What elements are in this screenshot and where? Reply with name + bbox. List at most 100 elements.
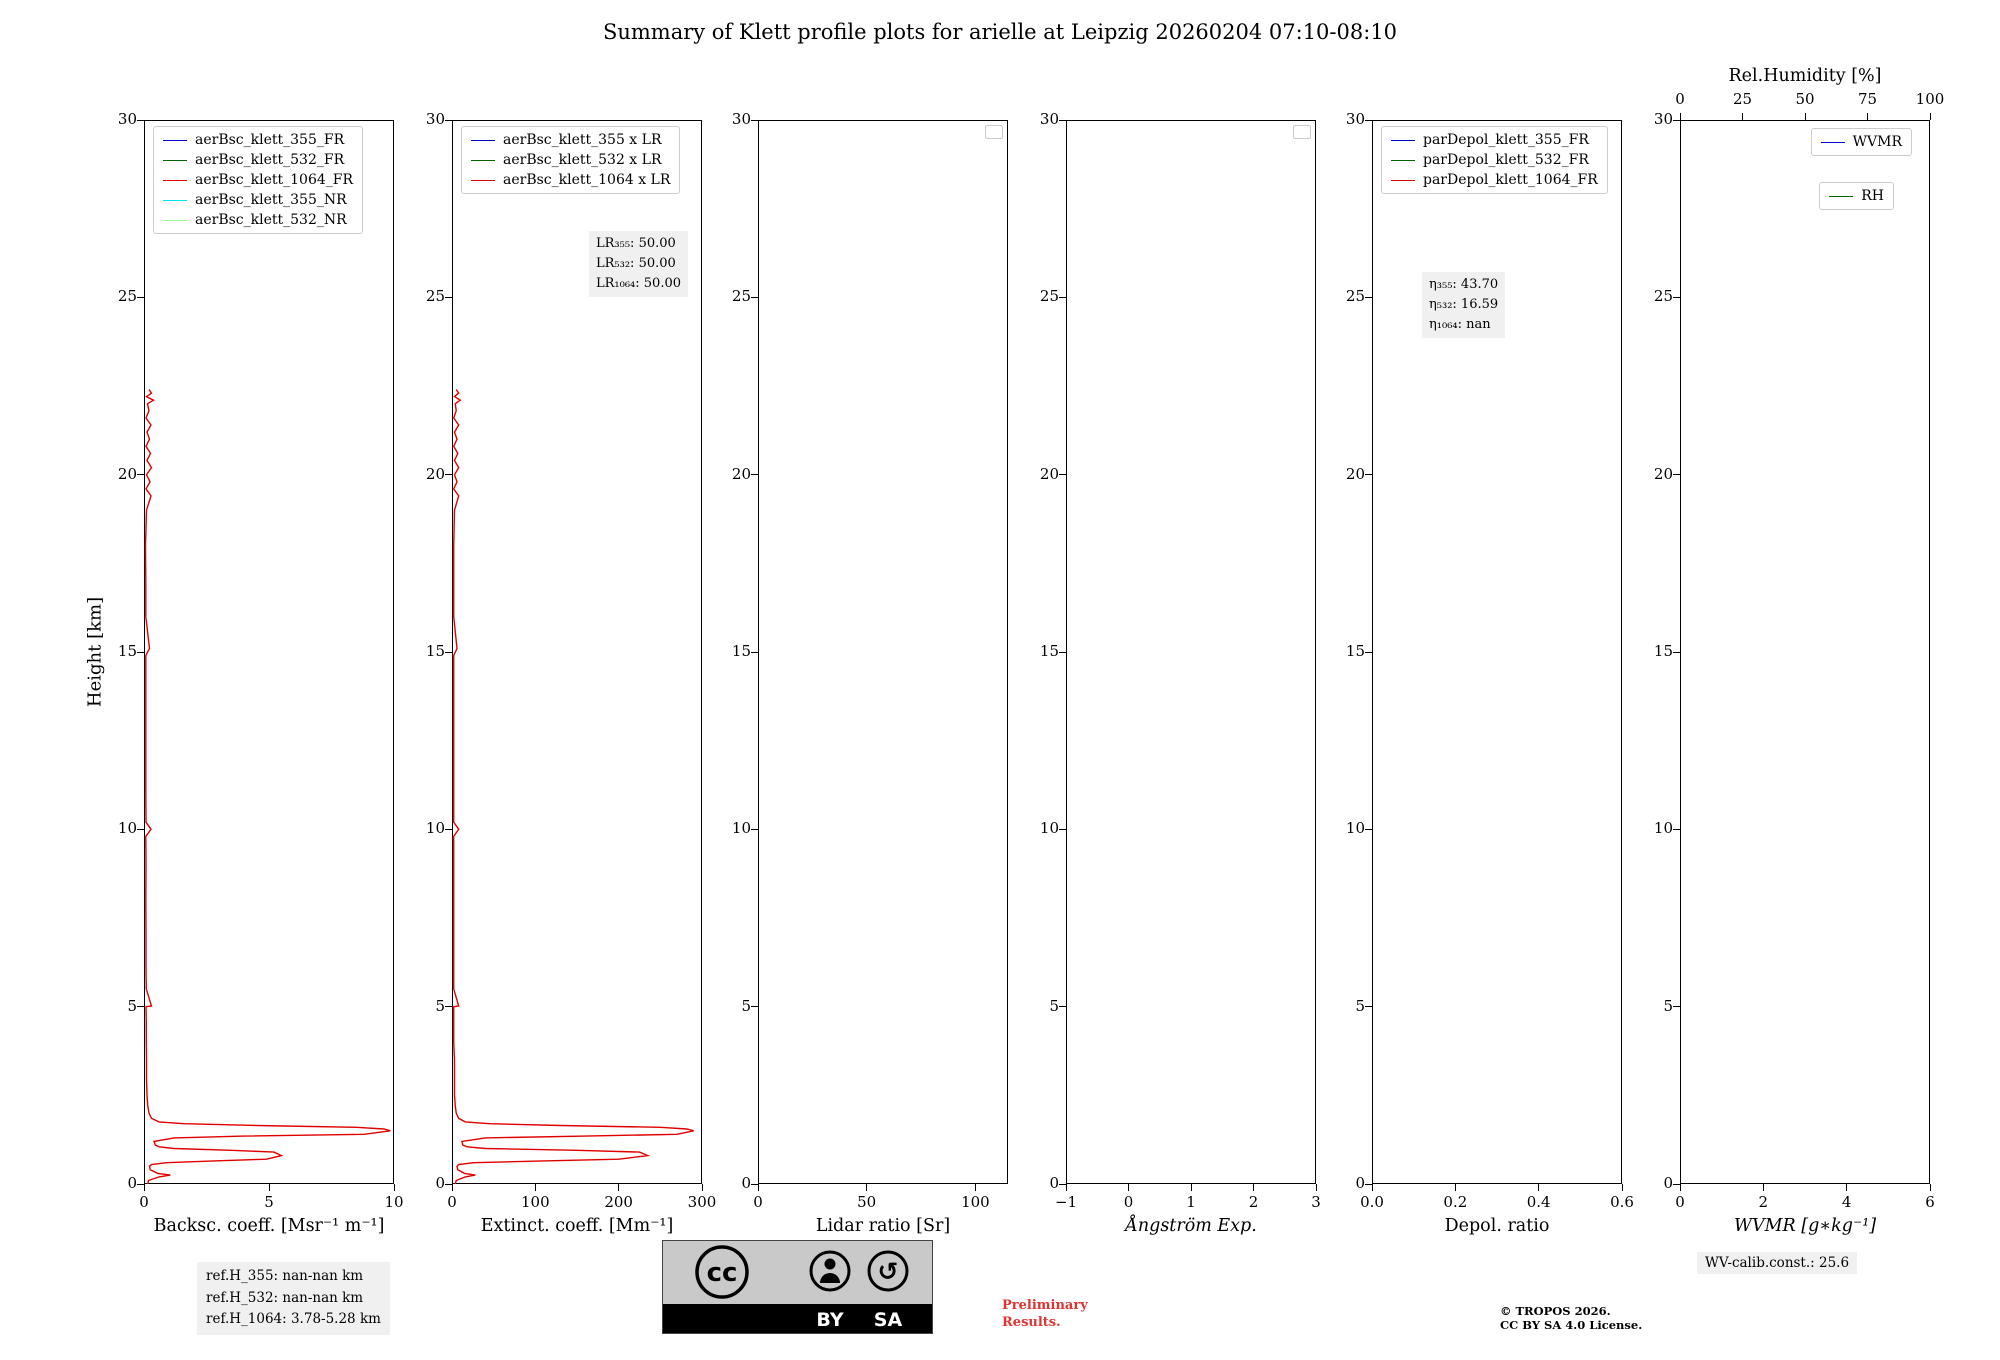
y-tick-label: 30	[1345, 110, 1365, 128]
depol-ratio-note: η₃₅₅: 43.70 η₅₃₂: 16.59 η₁₀₆₄: nan	[1422, 272, 1506, 339]
y-tick-mark	[445, 1006, 452, 1008]
x-tick-mark	[974, 1184, 976, 1191]
aerBsc_klett_1064 x LR-curve	[452, 389, 694, 1184]
legend-entry-label: aerBsc_klett_1064 x LR	[503, 172, 671, 188]
note-line: η₁₀₆₄: nan	[1429, 317, 1491, 333]
x-tick-mark	[534, 1184, 536, 1191]
legend-entry-label: RH	[1861, 188, 1884, 204]
x-tick-mark	[1762, 1184, 1764, 1191]
legend-entry: aerBsc_klett_355 x LR	[471, 132, 670, 148]
y-tick-mark	[751, 1006, 758, 1008]
empty-legend	[1293, 125, 1311, 139]
top-tick-mark	[1742, 113, 1743, 120]
depol-ratio-legend: parDepol_klett_355_FR parDepol_klett_532_…	[1381, 126, 1608, 194]
y-tick-mark	[445, 474, 452, 476]
backscatter-plot-area	[144, 389, 391, 1184]
top-tick-label: 0	[1675, 90, 1685, 108]
backscatter-axis-title: Backsc. coeff. [Msr⁻¹ m⁻¹]	[153, 1216, 385, 1236]
top-tick-mark	[1929, 113, 1931, 120]
legend-entry-label: WVMR	[1852, 134, 1902, 150]
y-tick-mark	[137, 1006, 144, 1008]
x-tick-label: 0	[1123, 1193, 1134, 1211]
aerBsc_klett_1064_FR-curve	[144, 389, 391, 1184]
y-tick-mark	[1059, 296, 1066, 298]
x-tick-label: 0.4	[1526, 1193, 1551, 1211]
x-tick-mark	[1621, 1184, 1623, 1191]
legend-entry: aerBsc_klett_1064_FR	[163, 172, 353, 188]
cc-by-text: BY	[816, 1309, 843, 1331]
ref-h-355: ref.H_355: nan-nan km	[206, 1268, 364, 1284]
top-tick-mark	[1804, 113, 1806, 120]
x-tick-mark	[757, 1184, 759, 1191]
y-tick-label: 5	[1355, 996, 1365, 1015]
wvmr-legend-rh: RH	[1819, 182, 1894, 210]
top-tick-mark	[1679, 113, 1681, 120]
y-tick-mark	[1059, 1006, 1066, 1008]
y-tick-mark	[1365, 1183, 1372, 1185]
x-tick-mark	[1679, 1184, 1681, 1191]
y-tick-mark	[1673, 119, 1680, 121]
legend-line-sample	[471, 179, 495, 181]
legend-line-sample	[163, 139, 187, 141]
x-tick-mark	[1190, 1184, 1192, 1191]
y-tick-label: 20	[425, 464, 445, 483]
backscatter-panel: 0 5 10 15 20 25 30 0 5 10 Backsc. coeff. [Msr⁻¹ m⁻…	[118, 110, 404, 1236]
x-tick-label: 0	[139, 1193, 149, 1211]
y-tick-mark	[445, 651, 452, 653]
y-tick-mark	[751, 296, 758, 298]
y-tick-mark	[751, 474, 758, 476]
y-tick-mark	[1673, 474, 1680, 476]
top-tick-label: 25	[1732, 90, 1753, 108]
y-tick-mark	[1365, 119, 1372, 121]
y-tick-mark	[1365, 828, 1372, 830]
y-tick-label: 20	[1345, 464, 1365, 483]
y-tick-label: 0	[741, 1174, 751, 1192]
y-tick-label: 0	[127, 1174, 137, 1192]
legend-entry-label: parDepol_klett_1064_FR	[1423, 172, 1598, 188]
y-tick-label: 30	[1653, 110, 1673, 128]
legend-entry-label: aerBsc_klett_532 x LR	[503, 152, 662, 168]
x-tick-mark	[451, 1184, 453, 1191]
y-tick-label: 25	[1653, 287, 1673, 306]
y-tick-label: 15	[1653, 642, 1673, 660]
legend-entry: aerBsc_klett_532 x LR	[471, 152, 670, 168]
y-tick-label: 30	[117, 110, 137, 128]
x-tick-label: 200	[604, 1193, 633, 1211]
wv-calib-note: WV-calib.const.: 25.6	[1697, 1252, 1858, 1274]
y-tick-label: 15	[1039, 642, 1059, 660]
x-tick-mark	[1253, 1184, 1254, 1191]
angstroem-exponent-panel: 0 5 10 15 20 25 30 −1 0 1 2 3 Ångström Exp.	[1040, 110, 1321, 1236]
y-tick-mark	[1059, 474, 1066, 476]
y-tick-mark	[1673, 1183, 1680, 1185]
x-tick-label: 0.6	[1610, 1193, 1634, 1211]
x-tick-mark	[866, 1184, 868, 1191]
x-tick-mark	[1315, 1184, 1317, 1191]
y-tick-mark	[751, 1183, 758, 1185]
y-tick-label: 25	[425, 287, 445, 306]
copyright-line1: © TROPOS 2026.	[1500, 1304, 1611, 1318]
legend-line-sample	[163, 219, 187, 221]
legend-line-sample	[471, 139, 495, 141]
y-tick-mark	[1673, 651, 1680, 653]
x-tick-mark	[1128, 1184, 1129, 1191]
y-tick-mark	[137, 651, 144, 653]
person-icon	[809, 1250, 851, 1292]
legend-entry-label: parDepol_klett_532_FR	[1423, 152, 1589, 168]
x-tick-mark	[701, 1184, 703, 1191]
y-tick-label: 5	[1049, 996, 1059, 1015]
ref-h-1064: ref.H_1064: 3.78-5.28 km	[206, 1311, 381, 1328]
y-tick-label: 0	[435, 1174, 445, 1192]
cc-logo-text: cc	[707, 1258, 738, 1288]
y-tick-label: 0	[1355, 1174, 1365, 1192]
person-body	[820, 1273, 840, 1283]
y-tick-mark	[1059, 1183, 1066, 1185]
legend-line-sample	[1391, 139, 1415, 141]
x-tick-label: 300	[687, 1193, 717, 1211]
y-tick-mark	[751, 651, 758, 653]
x-tick-label: 10	[384, 1193, 404, 1211]
x-tick-label: 1	[1186, 1193, 1196, 1211]
x-tick-label: 0	[753, 1193, 763, 1211]
note-line: η₅₃₂: 16.59	[1429, 297, 1499, 313]
y-tick-mark	[137, 1183, 144, 1185]
